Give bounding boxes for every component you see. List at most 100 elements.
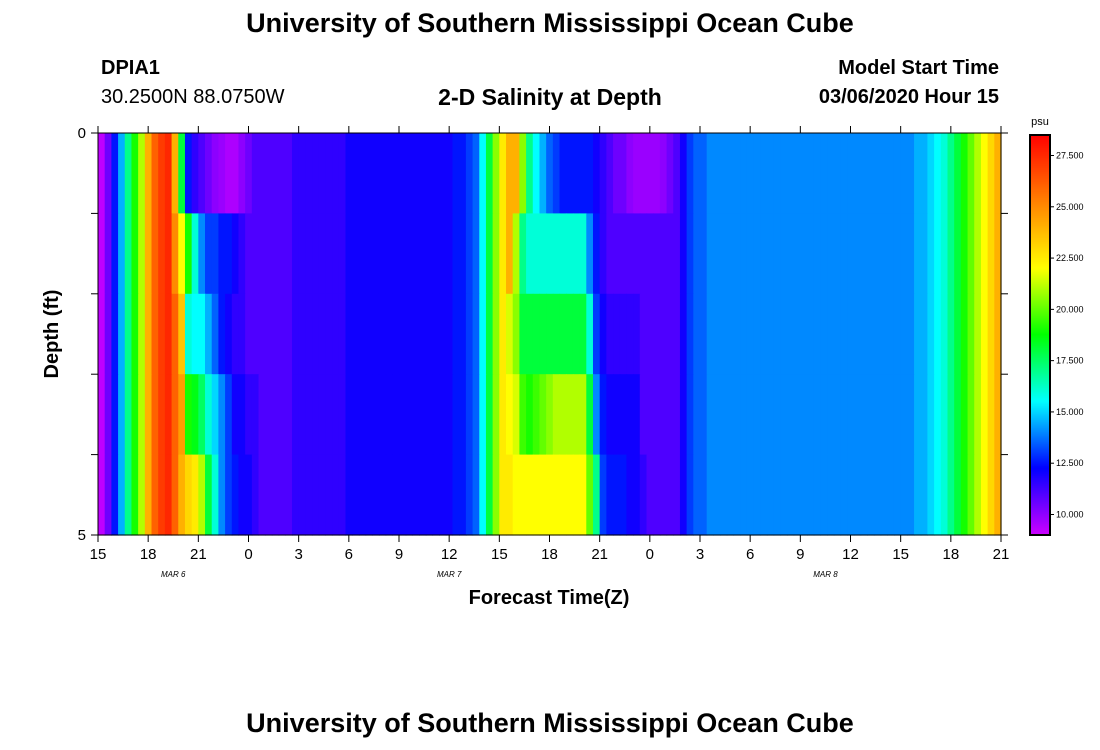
heatmap-cell (927, 374, 935, 456)
heatmap-cell (118, 293, 126, 375)
x-tick-label: 21 (591, 546, 608, 563)
heatmap-cell (666, 133, 674, 214)
heatmap-cell (439, 374, 447, 456)
colorbar-step (1030, 481, 1050, 484)
colorbar-step (1030, 329, 1050, 332)
heatmap-cell (793, 454, 801, 536)
heatmap-cell (592, 293, 601, 375)
heatmap-cell (900, 374, 908, 456)
heatmap-cell (847, 454, 855, 536)
heatmap-cell (526, 133, 534, 214)
heatmap-cell (880, 133, 888, 214)
heatmap-cell (492, 374, 500, 456)
colorbar-step (1030, 379, 1050, 382)
month-label: MAR 8 (813, 570, 838, 579)
heatmap-cell (519, 213, 527, 295)
heatmap-cell (419, 133, 427, 214)
heatmap-cell (318, 454, 327, 536)
x-tick-label: 9 (796, 546, 804, 563)
colorbar-step (1030, 387, 1050, 390)
heatmap-cell (659, 213, 668, 295)
heatmap-cell (820, 374, 828, 456)
colorbar-step (1030, 397, 1050, 400)
plot-title: 2-D Salinity at Depth (438, 84, 662, 110)
colorbar-step (1030, 425, 1050, 428)
heatmap-cell (298, 293, 306, 375)
heatmap-cell (104, 133, 112, 214)
heatmap-cell (653, 293, 661, 375)
heatmap-cell (934, 213, 942, 295)
colorbar-step (1030, 525, 1050, 528)
heatmap-cell (780, 293, 788, 375)
heatmap-cell (245, 374, 253, 456)
colorbar-step (1030, 163, 1050, 166)
heatmap-cell (606, 133, 614, 214)
heatmap-cell (499, 293, 507, 375)
heatmap-cell (231, 293, 240, 375)
heatmap-cell (532, 374, 541, 456)
heatmap-cell (873, 374, 882, 456)
colorbar-step (1030, 517, 1050, 520)
heatmap-cell (338, 213, 347, 295)
heatmap-cell (746, 133, 755, 214)
colorbar-step (1030, 515, 1050, 518)
x-tick-label: 15 (90, 546, 107, 563)
heatmap-cell (786, 213, 795, 295)
heatmap-cell (111, 454, 119, 536)
heatmap-cell (887, 454, 895, 536)
heatmap-cell (766, 213, 775, 295)
colorbar-step (1030, 357, 1050, 360)
heatmap-cell (144, 213, 153, 295)
heatmap-cell (599, 133, 607, 214)
heatmap-cell (479, 293, 487, 375)
heatmap-cell (358, 293, 367, 375)
heatmap-cell (432, 213, 440, 295)
heatmap-cell (445, 293, 454, 375)
heatmap-cell (238, 293, 246, 375)
heatmap-cell (626, 133, 634, 214)
heatmap-cell (827, 293, 835, 375)
colorbar-step (1030, 495, 1050, 498)
heatmap-cell (753, 293, 761, 375)
heatmap-cell (639, 374, 648, 456)
heatmap-cell (713, 374, 721, 456)
heatmap-cell (833, 454, 842, 536)
heatmap-cell (385, 213, 393, 295)
heatmap-cell (245, 293, 253, 375)
colorbar-step (1030, 257, 1050, 260)
heatmap-cell (111, 213, 119, 295)
heatmap-cell (171, 213, 179, 295)
colorbar-step (1030, 301, 1050, 304)
colorbar-step (1030, 433, 1050, 436)
heatmap-cell (934, 133, 942, 214)
colorbar-step (1030, 209, 1050, 212)
colorbar-step (1030, 371, 1050, 374)
heatmap-cell (827, 133, 835, 214)
heatmap-cell (807, 454, 815, 536)
heatmap-cell (526, 454, 534, 536)
heatmap-cell (833, 293, 842, 375)
colorbar-step (1030, 355, 1050, 358)
heatmap-cell (960, 213, 969, 295)
heatmap-cell (579, 454, 587, 536)
heatmap-cell (606, 293, 614, 375)
colorbar-step (1030, 339, 1050, 342)
heatmap-cell (412, 133, 420, 214)
heatmap-cell (472, 374, 480, 456)
colorbar-step (1030, 289, 1050, 292)
colorbar-tick-label: 25.000 (1056, 202, 1084, 212)
colorbar-step (1030, 359, 1050, 362)
heatmap-cell (586, 293, 594, 375)
heatmap-cell (405, 293, 413, 375)
heatmap-cell (572, 133, 581, 214)
heatmap-cell (158, 213, 166, 295)
heatmap-cell (325, 374, 333, 456)
heatmap-cell (733, 293, 741, 375)
colorbar-step (1030, 499, 1050, 502)
heatmap-cell (158, 293, 166, 375)
heatmap-cell (198, 133, 206, 214)
colorbar-step (1030, 377, 1050, 380)
heatmap-cell (372, 454, 380, 536)
heatmap-cell (378, 374, 387, 456)
heatmap-cell (907, 133, 915, 214)
